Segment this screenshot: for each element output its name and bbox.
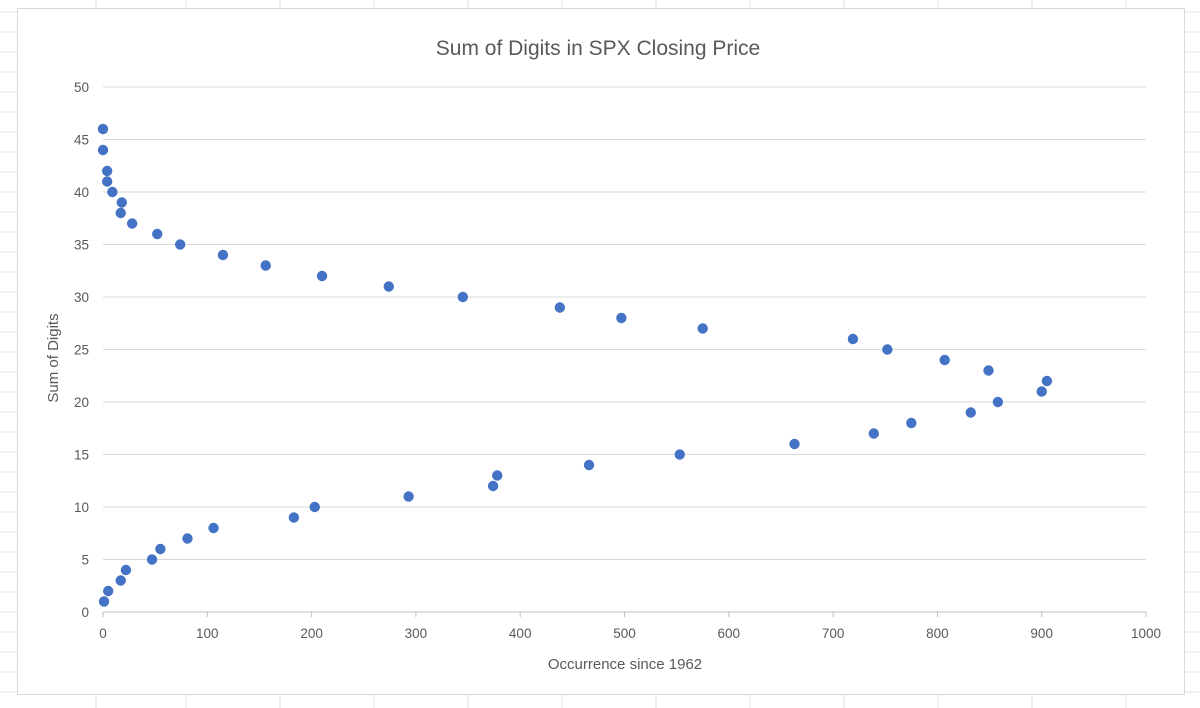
data-point — [1041, 375, 1053, 387]
data-point — [457, 291, 469, 303]
x-tick-label: 0 — [99, 626, 107, 641]
data-point — [146, 554, 158, 565]
y-tick-label: 50 — [74, 80, 89, 95]
y-tick-label: 35 — [74, 238, 89, 253]
x-axis-title: Occurrence since 1962 — [548, 656, 702, 673]
x-tick-label: 700 — [822, 626, 845, 641]
data-point — [554, 302, 566, 313]
y-tick-label: 40 — [74, 185, 89, 200]
data-point — [309, 501, 320, 513]
data-point — [97, 144, 109, 156]
data-point — [101, 176, 113, 187]
data-point — [217, 249, 229, 261]
chart-axes — [102, 611, 1147, 617]
data-point — [403, 491, 414, 502]
data-point — [116, 197, 127, 208]
data-point — [697, 323, 708, 334]
y-tick-label: 10 — [74, 500, 89, 515]
chart-area[interactable]: 0 100 200 300 400 500 600 700 800 900 1000 0 5 10 15 2… — [17, 8, 1185, 695]
y-tick-label: 20 — [74, 395, 89, 410]
x-tick-label: 1000 — [1131, 626, 1161, 641]
x-tick-label: 800 — [926, 626, 949, 641]
data-point — [789, 438, 800, 450]
y-axis-tick-labels: 0 5 10 15 20 25 30 35 40 45 50 — [74, 80, 89, 620]
data-point — [152, 228, 163, 240]
y-tick-label: 25 — [74, 343, 89, 358]
y-axis-title: Sum of Digits — [45, 313, 62, 402]
x-tick-label: 100 — [196, 626, 219, 641]
data-point — [965, 407, 976, 418]
x-tick-label: 500 — [613, 626, 636, 641]
data-point — [939, 354, 950, 366]
y-tick-label: 30 — [74, 290, 89, 305]
data-point — [906, 417, 917, 429]
data-point — [983, 365, 994, 376]
data-point — [383, 281, 394, 292]
y-tick-label: 0 — [81, 605, 89, 620]
x-tick-label: 200 — [300, 626, 323, 641]
data-point — [174, 239, 186, 250]
data-point — [208, 522, 219, 534]
x-tick-label: 400 — [509, 626, 532, 641]
chart-title: Sum of Digits in SPX Closing Price — [436, 37, 760, 60]
data-point — [107, 186, 118, 198]
data-point — [316, 270, 328, 282]
data-point — [260, 260, 271, 271]
chart-gridlines — [103, 86, 1146, 560]
data-point — [847, 333, 859, 345]
data-point — [127, 218, 138, 229]
data-points — [97, 123, 1053, 607]
data-point — [115, 575, 126, 586]
data-point — [155, 543, 166, 555]
data-point — [492, 470, 503, 481]
x-tick-label: 900 — [1030, 626, 1053, 641]
data-point — [1036, 386, 1047, 397]
y-tick-label: 45 — [74, 133, 89, 148]
data-point — [101, 165, 113, 177]
data-point — [992, 396, 1004, 408]
data-point — [98, 596, 110, 607]
data-point — [182, 533, 193, 544]
data-point — [487, 480, 499, 492]
data-point — [115, 207, 126, 219]
data-point — [882, 344, 893, 355]
data-point — [103, 585, 114, 597]
data-point — [97, 123, 109, 135]
data-point — [120, 564, 132, 576]
x-tick-label: 300 — [405, 626, 428, 641]
y-tick-label: 5 — [81, 553, 89, 568]
data-point — [288, 512, 300, 523]
scatter-chart: 0 100 200 300 400 500 600 700 800 900 1000 0 5 10 15 2… — [45, 37, 1161, 673]
data-point — [674, 449, 685, 460]
x-tick-label: 600 — [718, 626, 741, 641]
x-axis-tick-labels: 0 100 200 300 400 500 600 700 800 900 1000 — [99, 626, 1161, 641]
data-point — [616, 312, 627, 324]
data-point — [583, 459, 595, 471]
y-tick-label: 15 — [74, 448, 89, 463]
data-point — [868, 428, 879, 439]
